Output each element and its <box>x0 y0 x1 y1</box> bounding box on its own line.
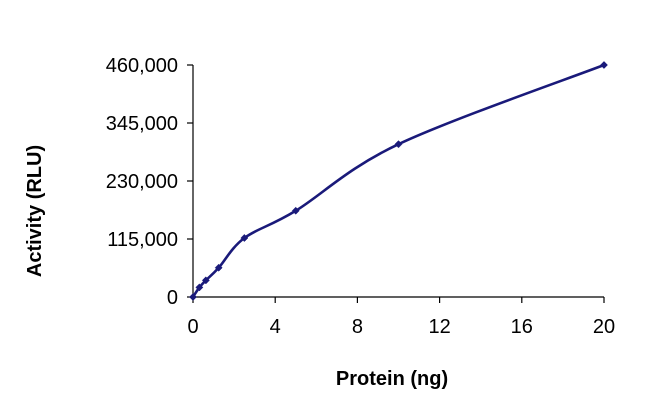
x-tick-label: 12 <box>428 316 450 338</box>
x-tick-label: 8 <box>352 316 363 338</box>
data-point <box>195 283 204 292</box>
x-tick-label: 16 <box>511 316 533 338</box>
y-tick-label: 345,000 <box>106 113 178 135</box>
data-point <box>394 140 403 149</box>
x-tick-label: 20 <box>593 316 615 338</box>
x-tick-label: 0 <box>187 316 198 338</box>
chart-axes <box>192 65 604 298</box>
x-tick-label: 4 <box>270 316 281 338</box>
y-axis-title: Activity (RLU) <box>24 145 46 277</box>
series-layer <box>189 61 608 301</box>
data-point <box>189 293 197 301</box>
x-axis-ticks: 0 4 8 12 16 20 <box>187 297 615 338</box>
y-tick-label: 115,000 <box>107 229 178 251</box>
y-tick-label: 230,000 <box>106 171 178 193</box>
data-point <box>240 234 249 242</box>
y-axis-ticks: 0 115,000 230,000 345,000 460,000 <box>106 55 193 309</box>
data-point <box>214 263 223 272</box>
y-tick-label: 460,000 <box>106 55 178 77</box>
data-point <box>291 206 300 215</box>
data-point <box>600 61 608 69</box>
series-line <box>191 63 606 299</box>
x-axis-title: Protein (ng) <box>336 368 448 390</box>
data-point <box>201 276 210 285</box>
y-tick-label: 0 <box>167 287 178 309</box>
